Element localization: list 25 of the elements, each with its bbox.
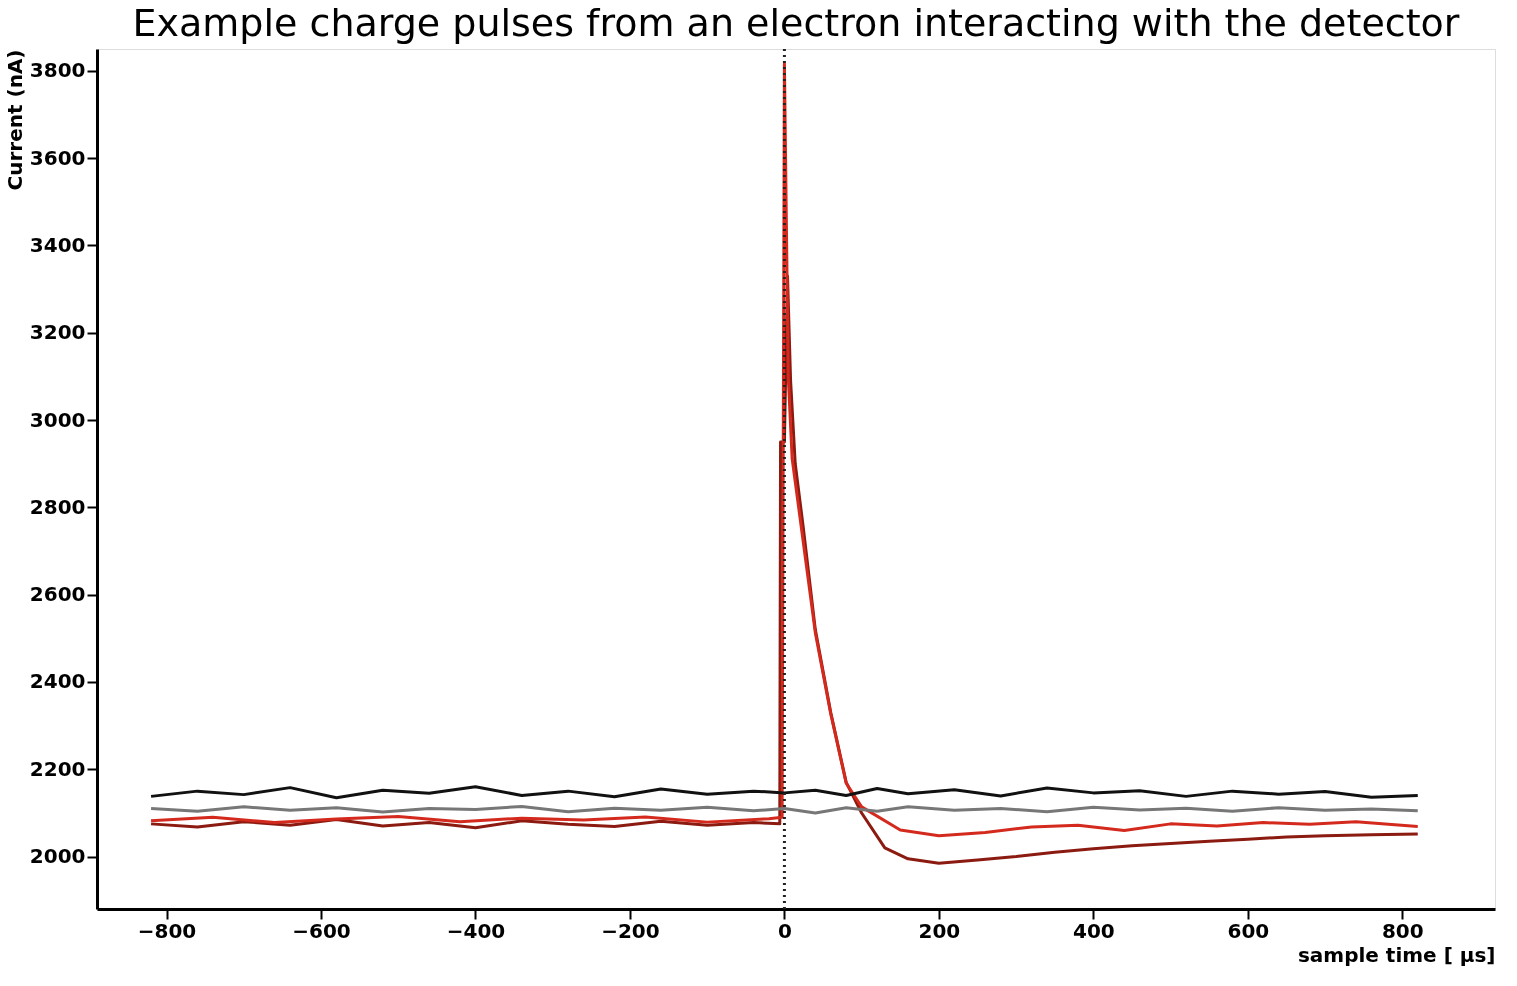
line-series — [149, 785, 1420, 800]
y-tick-label: 2200 — [29, 756, 86, 781]
y-tick-label: 2600 — [29, 582, 86, 607]
line-series — [149, 804, 1420, 815]
y-tick-label: 3600 — [29, 145, 86, 170]
x-tick-label: −400 — [446, 918, 506, 943]
y-tick-label: 3000 — [29, 407, 86, 432]
x-tick-label: −200 — [601, 918, 660, 943]
y-tick-label: 3200 — [29, 320, 86, 345]
y-tick-label: 2400 — [29, 669, 86, 694]
y-tick-label: 3800 — [29, 58, 86, 83]
y-tick-label: 3400 — [29, 232, 86, 257]
x-tick-label: 400 — [1072, 918, 1115, 943]
y-tick-label: 2800 — [29, 494, 86, 519]
x-tick-label: 600 — [1227, 918, 1270, 943]
x-tick-label: −600 — [292, 918, 351, 943]
x-tick-label: 800 — [1381, 918, 1424, 943]
x-tick-label: 200 — [918, 918, 961, 943]
y-tick-label: 2000 — [29, 844, 86, 869]
chart-title: Example charge pulses from an electron interacting with the detector — [132, 0, 1460, 45]
y-axis-title: Current (nA) — [2, 49, 27, 191]
x-axis-title: sample time [ μs] — [1297, 942, 1496, 967]
line-series — [149, 62, 1420, 838]
x-tick-label: 0 — [777, 918, 792, 943]
x-tick-label: −800 — [137, 918, 197, 943]
